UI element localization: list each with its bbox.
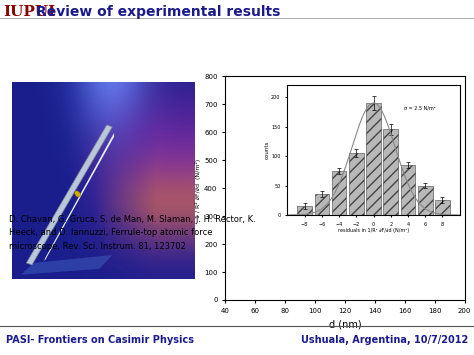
Polygon shape	[45, 133, 114, 261]
Text: IUPUI: IUPUI	[3, 5, 55, 19]
Text: PASI- Frontiers on Casimir Physics: PASI- Frontiers on Casimir Physics	[6, 335, 194, 345]
Y-axis label: 1 / R² ∂F/∂d  (N/m²): 1 / R² ∂F/∂d (N/m²)	[195, 159, 201, 218]
Text: Review of experimental results: Review of experimental results	[36, 5, 281, 19]
Text: Ushuala, Argentina, 10/7/2012: Ushuala, Argentina, 10/7/2012	[301, 335, 468, 345]
Polygon shape	[21, 255, 112, 275]
Text: D. Chavan, G. Gruca, S. de Man, M. Slaman, J. H. Rector, K.: D. Chavan, G. Gruca, S. de Man, M. Slama…	[9, 215, 255, 224]
Ellipse shape	[75, 191, 80, 197]
Text: microscope, Rev. Sci. Instrum. 81, 123702: microscope, Rev. Sci. Instrum. 81, 12370…	[9, 242, 185, 251]
Polygon shape	[27, 125, 112, 265]
X-axis label: d (nm): d (nm)	[328, 319, 361, 329]
Text: Heeck, and D. Iannuzzi, Ferrule-top atomic force: Heeck, and D. Iannuzzi, Ferrule-top atom…	[9, 228, 212, 237]
